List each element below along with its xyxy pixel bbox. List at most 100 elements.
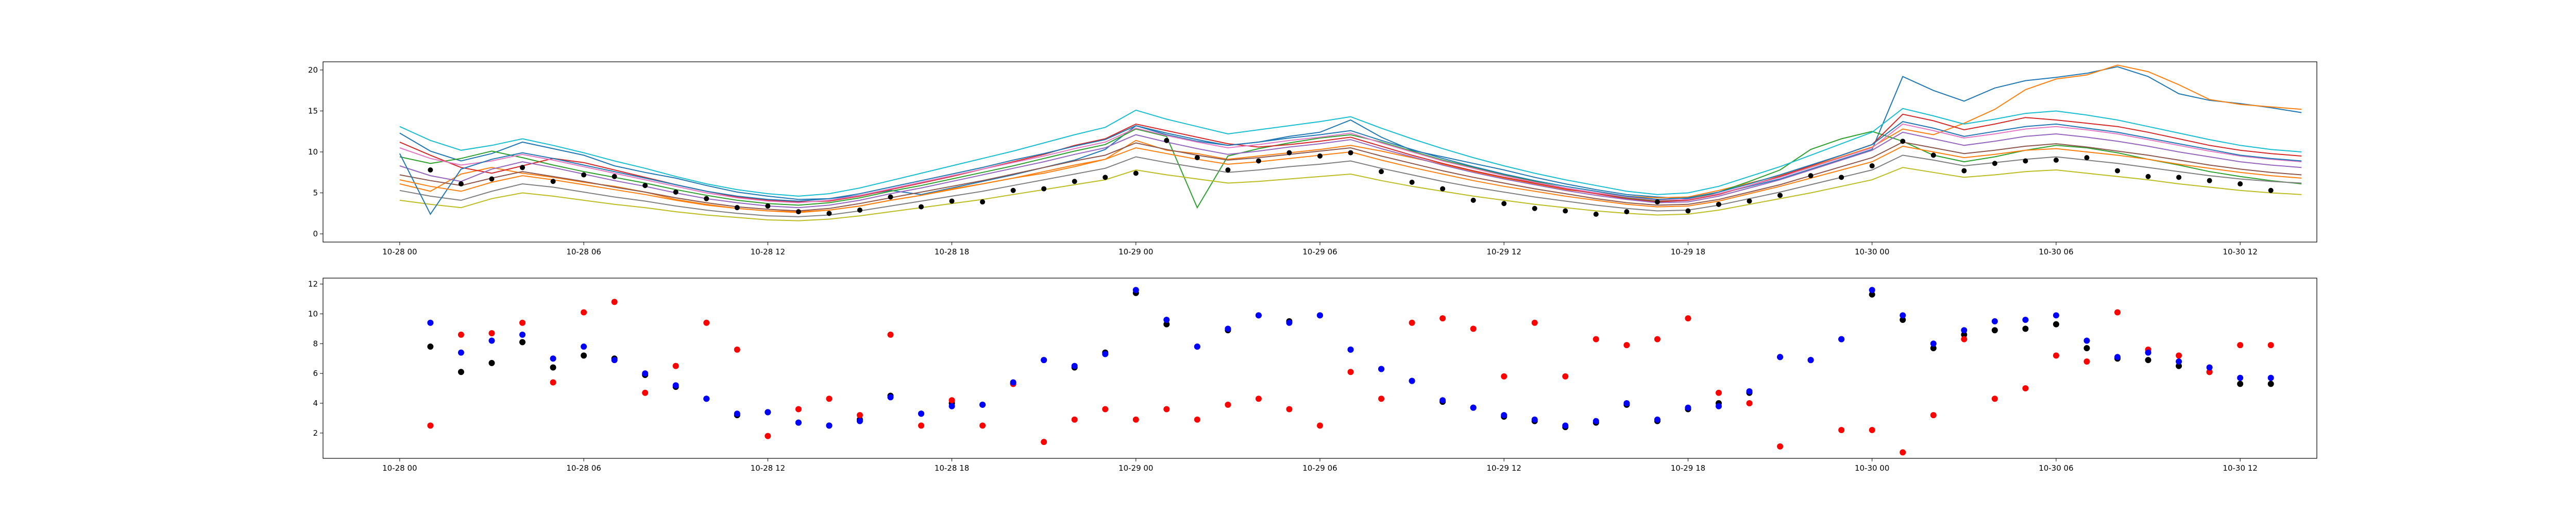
scatter-point (2237, 381, 2244, 387)
scatter-point (2206, 369, 2213, 375)
mean-marker (1501, 201, 1507, 207)
scatter-point (2267, 381, 2274, 387)
mean-marker (1747, 198, 1752, 204)
scatter-point (2237, 374, 2244, 381)
scatter-point (519, 331, 526, 338)
scatter-point (1347, 346, 1354, 353)
x-tick-label: 10-30 00 (1855, 247, 1889, 256)
mean-marker (1348, 150, 1353, 156)
scatter-point (826, 396, 833, 402)
scatter-point (1225, 325, 1231, 332)
scatter-point (427, 344, 434, 350)
mean-marker (1593, 211, 1599, 217)
scatter-point (2267, 374, 2274, 381)
mean-marker (2145, 174, 2151, 179)
scatter-point (581, 309, 587, 316)
scatter-point (672, 363, 679, 369)
scatter-point (2145, 349, 2151, 356)
scatter-point (457, 369, 464, 375)
axes-frame (323, 278, 2317, 459)
y-tick-label: 15 (308, 106, 318, 115)
scatter-point (1194, 344, 1200, 350)
scatter-point (2237, 342, 2244, 349)
mean-marker (1839, 175, 1844, 180)
scatter-point (1991, 396, 1998, 402)
axes-frame (323, 61, 2317, 243)
scatter-point (1163, 321, 1170, 328)
scatter-point (457, 349, 464, 356)
x-tick-label: 10-28 06 (566, 464, 601, 473)
scatter-point (550, 364, 556, 371)
scatter-point (1163, 406, 1170, 413)
mean-marker (2023, 158, 2028, 164)
scatter-point (795, 419, 802, 426)
scatter-point (1378, 366, 1385, 372)
series-line (399, 154, 2302, 217)
scatter-point (2114, 354, 2121, 360)
scatter-point (427, 422, 434, 429)
scatter-point (1562, 373, 1569, 380)
scatter-point (1838, 336, 1845, 342)
scatter-point (1378, 396, 1385, 402)
y-tick-label: 10 (308, 147, 318, 157)
mean-marker (1869, 163, 1875, 169)
scatter-point (1286, 319, 1293, 326)
scatter-point (488, 337, 495, 344)
x-tick-label: 10-29 18 (1671, 247, 1705, 256)
scatter-point (1562, 422, 1569, 429)
x-tick-label: 10-28 18 (935, 464, 969, 473)
scatter-point (918, 410, 924, 417)
scatter-point (856, 418, 863, 424)
mean-marker (458, 181, 464, 187)
scatter-point (1869, 427, 1875, 434)
mean-marker (1900, 139, 1906, 144)
scatter-point (581, 344, 587, 350)
mean-marker (704, 196, 709, 201)
mean-marker (2238, 181, 2243, 187)
scatter-point (887, 394, 894, 401)
scatter-point (1102, 351, 1109, 357)
mean-marker (919, 204, 924, 210)
mean-marker (2053, 157, 2059, 163)
scatter-point (948, 397, 955, 404)
scatter-point (703, 396, 710, 402)
scatter-point (734, 346, 740, 353)
scatter-point (1807, 357, 1814, 364)
scatter-point (2022, 325, 2029, 332)
scatter-point (948, 403, 955, 409)
scatter-point (642, 389, 649, 396)
scatter-point (672, 382, 679, 389)
scatter-point (1225, 401, 1231, 408)
mean-marker (1563, 208, 1568, 214)
mean-marker (1532, 205, 1537, 211)
scatter-point (1010, 379, 1016, 386)
x-tick-label: 10-29 00 (1118, 464, 1153, 473)
scatter-point (1071, 416, 1078, 423)
mean-marker (1317, 153, 1323, 159)
scatter-point (1930, 412, 1937, 419)
scatter-point (611, 299, 618, 305)
scatter-point (1255, 312, 1262, 319)
mean-marker (795, 209, 801, 215)
mean-marker (1409, 179, 1415, 185)
mean-marker (734, 205, 740, 211)
series-line (399, 131, 2302, 209)
mean-marker (1440, 186, 1446, 192)
series-line (399, 128, 2302, 209)
scatter-point (1531, 416, 1538, 423)
scatter-point (1838, 427, 1845, 434)
scatter-point (519, 319, 526, 326)
mean-marker (642, 183, 648, 188)
mean-marker (1716, 201, 1721, 207)
scatter-point (2083, 358, 2090, 365)
scatter-point (1255, 396, 1262, 402)
scatter-point (457, 331, 464, 338)
scatter-point (1041, 439, 1047, 445)
mean-marker (1961, 168, 1967, 174)
scatter-chart-axes: 10-28 00 10-28 06 10-28 12 10-28 18 10-29 00… (308, 278, 2317, 473)
scatter-point (856, 412, 863, 419)
scatter-point (550, 379, 556, 386)
y-tick-label: 20 (308, 65, 318, 75)
scatter-point (1439, 315, 1446, 322)
